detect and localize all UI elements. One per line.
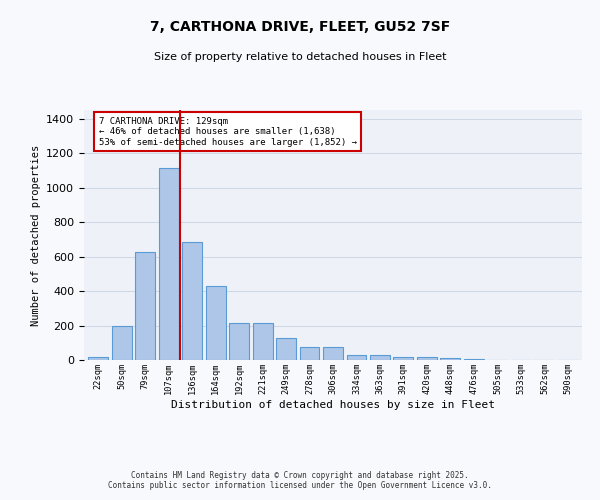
Bar — [112, 326, 131, 360]
Bar — [158, 168, 179, 360]
Bar — [206, 286, 226, 360]
Bar — [229, 323, 249, 360]
Text: Contains HM Land Registry data © Crown copyright and database right 2025.
Contai: Contains HM Land Registry data © Crown c… — [108, 470, 492, 490]
Text: 7 CARTHONA DRIVE: 129sqm
← 46% of detached houses are smaller (1,638)
53% of sem: 7 CARTHONA DRIVE: 129sqm ← 46% of detach… — [98, 117, 356, 146]
Text: 7, CARTHONA DRIVE, FLEET, GU52 7SF: 7, CARTHONA DRIVE, FLEET, GU52 7SF — [150, 20, 450, 34]
Bar — [299, 347, 319, 360]
Bar — [253, 323, 272, 360]
Text: Size of property relative to detached houses in Fleet: Size of property relative to detached ho… — [154, 52, 446, 62]
Bar — [347, 355, 367, 360]
Bar — [464, 359, 484, 360]
Bar — [323, 347, 343, 360]
Bar — [182, 242, 202, 360]
Bar — [135, 252, 155, 360]
Bar — [417, 358, 437, 360]
Bar — [440, 358, 460, 360]
Bar — [276, 338, 296, 360]
X-axis label: Distribution of detached houses by size in Fleet: Distribution of detached houses by size … — [171, 400, 495, 410]
Bar — [88, 358, 108, 360]
Y-axis label: Number of detached properties: Number of detached properties — [31, 144, 41, 326]
Bar — [394, 356, 413, 360]
Bar — [370, 355, 390, 360]
